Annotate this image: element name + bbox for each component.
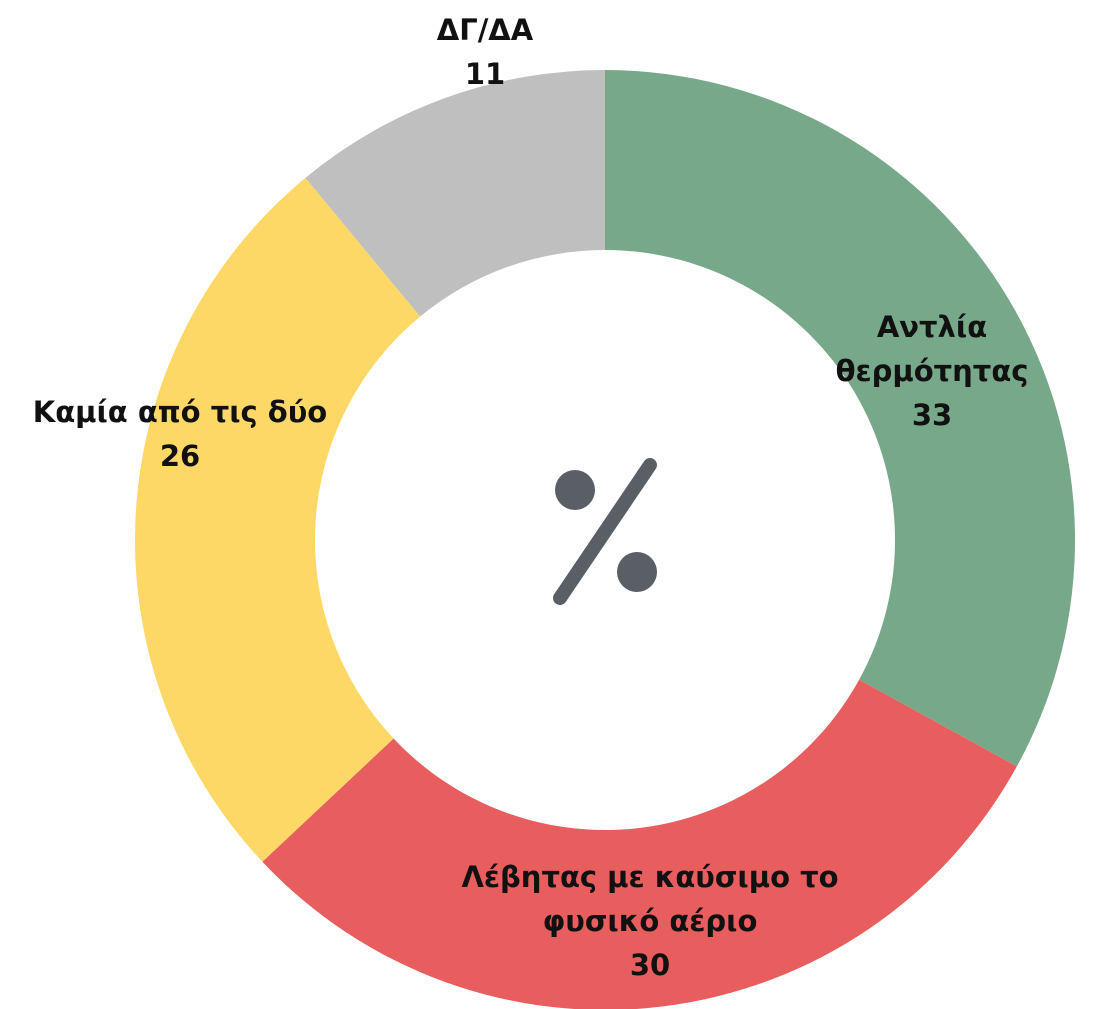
- value-label: 33: [911, 398, 953, 432]
- category-name: Λέβητας με καύσιμο το φυσικό αέριο: [461, 860, 839, 938]
- value-label: 30: [629, 948, 671, 982]
- percent-icon: [553, 458, 657, 605]
- donut-slice: [134, 177, 421, 862]
- category-name: ΔΓ/ΔΑ: [436, 13, 534, 47]
- donut-slice: [305, 70, 605, 317]
- slice-label: Λέβητας με καύσιμο το φυσικό αέριο 30: [435, 855, 865, 987]
- donut-slice: [262, 679, 1017, 1009]
- category-name: Καμία από τις δύο: [32, 395, 328, 429]
- slice-label: Καμία από τις δύο 26: [33, 390, 327, 478]
- category-name: Αντλία θερμότητας: [835, 310, 1029, 388]
- donut-slice: [605, 70, 1076, 767]
- value-label: 11: [464, 57, 506, 91]
- slice-label: Αντλία θερμότητας 33: [836, 305, 1029, 437]
- value-label: 26: [159, 439, 201, 473]
- slice-label: ΔΓ/ΔΑ 11: [437, 8, 533, 96]
